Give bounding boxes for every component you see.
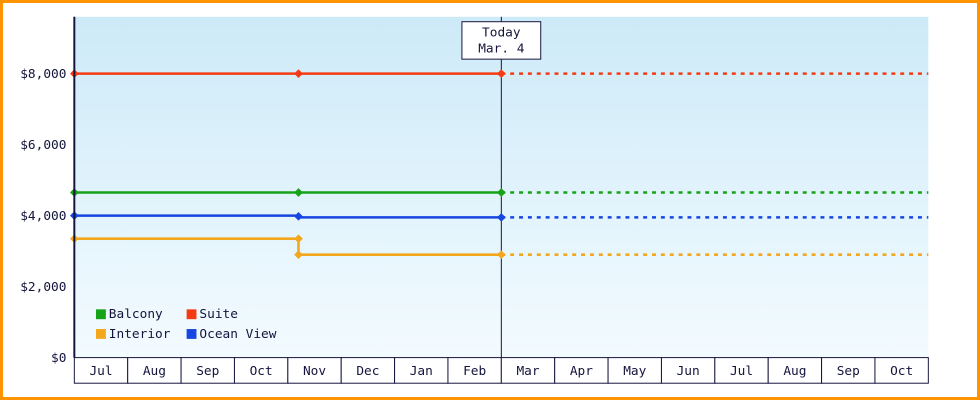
month-cell xyxy=(287,357,342,384)
month-label: Apr xyxy=(570,364,593,379)
legend-label-balcony: Balcony xyxy=(109,307,163,322)
y-tick-label: $0 xyxy=(51,351,66,366)
y-tick-label: $8,000 xyxy=(20,67,66,82)
month-label: Dec xyxy=(356,364,379,379)
month-label: Oct xyxy=(250,364,273,379)
data-marker-interior xyxy=(496,250,506,260)
month-cell xyxy=(127,357,182,384)
legend-label-ocean-view: Ocean View xyxy=(199,327,276,342)
price-line-interior xyxy=(74,237,502,256)
legend-label-interior: Interior xyxy=(109,327,171,342)
data-marker-balcony xyxy=(496,188,506,197)
month-cell xyxy=(394,357,449,384)
month-cell xyxy=(874,357,929,384)
y-tick-label: $4,000 xyxy=(20,209,66,224)
month-label: Feb xyxy=(463,364,486,379)
y-tick-label: $2,000 xyxy=(20,280,66,295)
legend-swatch-suite xyxy=(186,309,197,320)
month-cell xyxy=(233,357,289,384)
month-label: Sep xyxy=(837,364,860,379)
data-marker-suite xyxy=(496,69,506,78)
legend-label-suite: Suite xyxy=(199,307,238,322)
month-cell xyxy=(447,357,502,384)
month-label: Aug xyxy=(783,364,806,379)
month-cell xyxy=(500,357,556,384)
month-label: May xyxy=(623,364,646,379)
month-cell xyxy=(767,357,823,384)
month-cell xyxy=(714,357,769,384)
today-label-date: Mar. 4 xyxy=(478,41,525,56)
today-label-box xyxy=(461,21,542,60)
y-tick-label: $6,000 xyxy=(20,138,66,153)
month-label: Jul xyxy=(730,364,753,379)
month-label: Jun xyxy=(677,364,700,379)
month-label: Jul xyxy=(89,364,112,379)
month-label: Sep xyxy=(196,364,219,379)
today-label-title: Today xyxy=(482,25,521,40)
month-cell xyxy=(73,357,129,384)
month-cell xyxy=(554,357,609,384)
legend-swatch-balcony xyxy=(96,309,106,320)
legend-swatch-interior xyxy=(96,329,106,339)
month-label: Oct xyxy=(890,364,913,379)
legend-swatch-ocean-view xyxy=(186,329,197,339)
month-label: Mar xyxy=(516,364,539,379)
month-cell xyxy=(340,357,396,384)
month-label: Aug xyxy=(143,364,166,379)
data-marker-ocean-view xyxy=(496,213,506,222)
price-history-chart: Jul Aug Sep Oct Nov Dec Jan Feb Mar Apr May Jun Jul A… xyxy=(20,16,929,384)
month-label: Jan xyxy=(410,364,433,379)
month-label: Nov xyxy=(303,364,326,379)
month-cell xyxy=(180,357,235,384)
